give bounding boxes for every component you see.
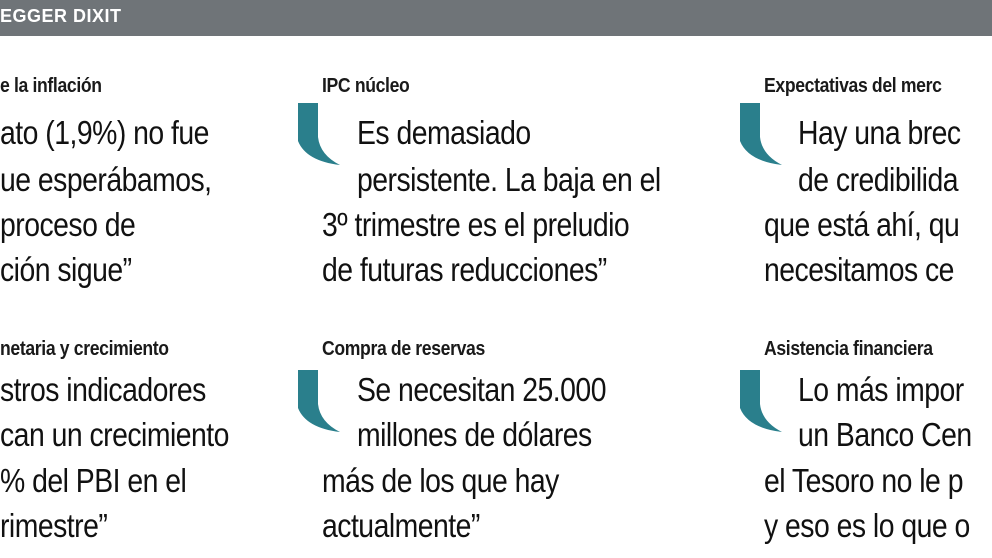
quote-topic: Compra de reservas	[322, 338, 485, 360]
quote-line: necesitamos ce	[764, 251, 954, 288]
quote-line: 3º trimestre es el preludio	[322, 206, 630, 243]
quote-topic: e la inflación	[0, 75, 102, 97]
quote-line: Se necesitan 25.000	[357, 371, 606, 408]
quote-line: Lo más impor	[798, 371, 964, 408]
quote-line: un Banco Cen	[798, 416, 972, 453]
quote-line: más de los que hay	[322, 462, 559, 499]
quote-line: ue esperábamos,	[0, 161, 212, 198]
quote-line: ción sigue”	[0, 251, 132, 288]
quote-topic: IPC núcleo	[322, 75, 410, 97]
quote-line: de futuras reducciones”	[322, 251, 607, 288]
opening-quote-icon	[740, 370, 782, 432]
quote-topic: Asistencia financiera	[764, 338, 933, 360]
opening-quote-icon	[740, 103, 782, 165]
opening-quote-icon	[298, 370, 340, 432]
quote-line: Hay una brec	[798, 114, 961, 151]
quote-line: millones de dólares	[357, 416, 592, 453]
quote-line: can un crecimiento	[0, 416, 229, 453]
section-header-bar: EGGER DIXIT	[0, 0, 992, 36]
quote-line: Es demasiado	[357, 114, 531, 151]
quote-line: de credibilida	[798, 161, 959, 198]
quote-topic: netaria y crecimiento	[0, 338, 169, 360]
quote-topic: Expectativas del merc	[764, 75, 942, 97]
section-title: EGGER DIXIT	[0, 6, 122, 26]
quote-line: persistente. La baja en el	[357, 161, 661, 198]
quote-line: ato (1,9%) no fue	[0, 114, 209, 151]
quote-line: rimestre”	[0, 507, 108, 544]
opening-quote-icon	[298, 103, 340, 165]
quote-line: y eso es lo que o	[764, 507, 970, 544]
quote-line: que está ahí, qu	[764, 206, 960, 243]
quote-line: % del PBI en el	[0, 462, 187, 499]
quote-line: el Tesoro no le p	[764, 462, 963, 499]
quote-line: proceso de	[0, 206, 136, 243]
quote-line: stros indicadores	[0, 371, 206, 408]
quote-line: actualmente”	[322, 507, 480, 544]
